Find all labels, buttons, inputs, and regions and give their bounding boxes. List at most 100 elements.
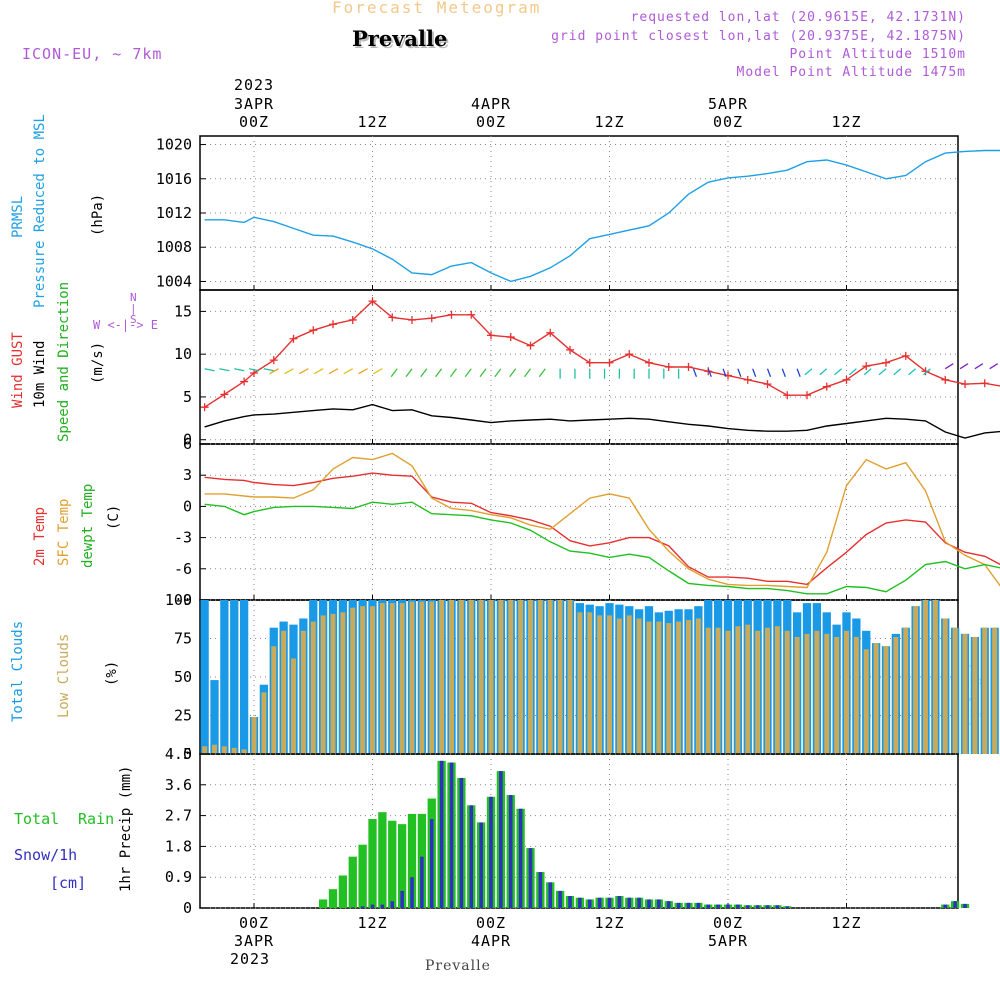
gust-marker [803,391,811,400]
low-cloud-bar [883,646,889,754]
wind-arrow [343,368,354,375]
low-cloud-bar [834,636,840,754]
wind-arrow [707,368,712,377]
snow-bar [953,901,957,908]
low-cloud-bar [636,618,642,754]
y-tick-label: 1008 [156,238,192,256]
snow-bar [736,904,740,908]
wind-arrow [878,368,887,376]
low-cloud-bar [518,600,524,754]
snow-bar [587,899,592,908]
wind-arrow [509,368,517,378]
low-cloud-bar [735,626,741,754]
series-line-dewpt-temp [204,501,1000,595]
series-line-prmsl [204,149,1000,283]
low-cloud-bar [340,612,346,754]
y-tick-label: 0 [183,431,192,449]
gust-marker [862,362,871,371]
low-cloud-bar [281,630,287,754]
gust-marker [763,380,772,389]
low-cloud-bar [202,746,208,754]
wind-arrow [373,368,383,375]
low-cloud-bar [409,601,415,754]
snow-bar [785,906,790,908]
gust-marker [684,363,693,371]
y-tick-label: 0.9 [165,868,192,886]
snow-bar [578,897,582,908]
gust-marker [585,358,594,367]
panel-frame [199,135,959,291]
bottom-axis-hour: 00Z [475,914,507,932]
wind-arrow [804,368,813,376]
low-cloud-bar [814,630,820,754]
low-cloud-bar [755,630,761,754]
gust-marker [822,382,831,391]
gust-marker [368,297,377,306]
wind-arrow [766,368,772,377]
low-cloud-bar [666,623,672,754]
footer-location: Prevalle [425,958,491,974]
snow-bar [410,877,414,908]
snow-bar [499,771,503,908]
gust-marker [506,333,515,342]
gust-marker [289,334,298,343]
snow-bar [558,890,562,908]
snow-bar [528,848,533,908]
wind-arrow [908,368,917,376]
low-cloud-bar [903,627,909,754]
snow-bar [469,805,474,908]
low-cloud-bar [231,747,237,754]
rain-bar [318,899,328,908]
wind-arrow [449,368,457,378]
snow-bar [696,902,701,908]
gridpoint-coords: grid point closest lon,lat (20.9375E, 42… [551,29,966,44]
y-tick-label: 1.8 [165,837,192,855]
snow-unit: [cm] [50,874,87,892]
snow-bar [518,808,523,908]
wind-arrow [959,363,969,370]
rain-bar [368,819,377,908]
rain-bar [328,889,338,908]
gust-marker [704,367,713,376]
wind-arrow [313,368,324,375]
gust-marker [240,377,249,386]
top-axis-hour: 12Z [831,113,862,131]
low-cloud-bar [587,612,593,754]
gust-marker [447,310,456,319]
y-tick-label: 2.7 [165,807,192,825]
y-tick-label: 0 [183,899,192,917]
snow-bar [755,905,760,908]
low-cloud-bar [310,621,316,754]
y-tick-label: 1004 [156,272,192,290]
series-line-sfc-temp [204,452,1000,589]
low-cloud-bar [873,643,879,754]
wind-arrow [405,368,413,378]
snow-bar [765,905,770,908]
low-cloud-bar [962,633,968,754]
y-tick-label: 5 [183,388,192,406]
top-axis-hour: 12Z [594,113,625,131]
snow-bar [548,882,553,908]
snow-bar [597,897,602,908]
wind-arrow [848,368,857,376]
series-line-2m-temp [204,472,1000,586]
low-cloud-bar [784,630,790,754]
y-tick-label: -9 [174,591,192,609]
gust-marker [309,326,318,335]
gust-marker [427,314,436,323]
low-cloud-bar [449,600,454,754]
low-cloud-bar [212,744,217,754]
snow-bar [963,903,967,908]
panel-frame [199,753,959,909]
low-cloud-bar [320,615,326,754]
total-cloud-bar [230,600,239,754]
wind-arrow [974,363,984,370]
y-tick-label: 6 [183,435,192,453]
snow-label: Snow/1h [14,846,78,864]
wind-arrow [944,363,954,370]
wind-arrow [328,368,339,375]
wind-arrow [269,368,280,375]
snow-bar [400,890,404,908]
low-cloud-bar [893,636,899,754]
